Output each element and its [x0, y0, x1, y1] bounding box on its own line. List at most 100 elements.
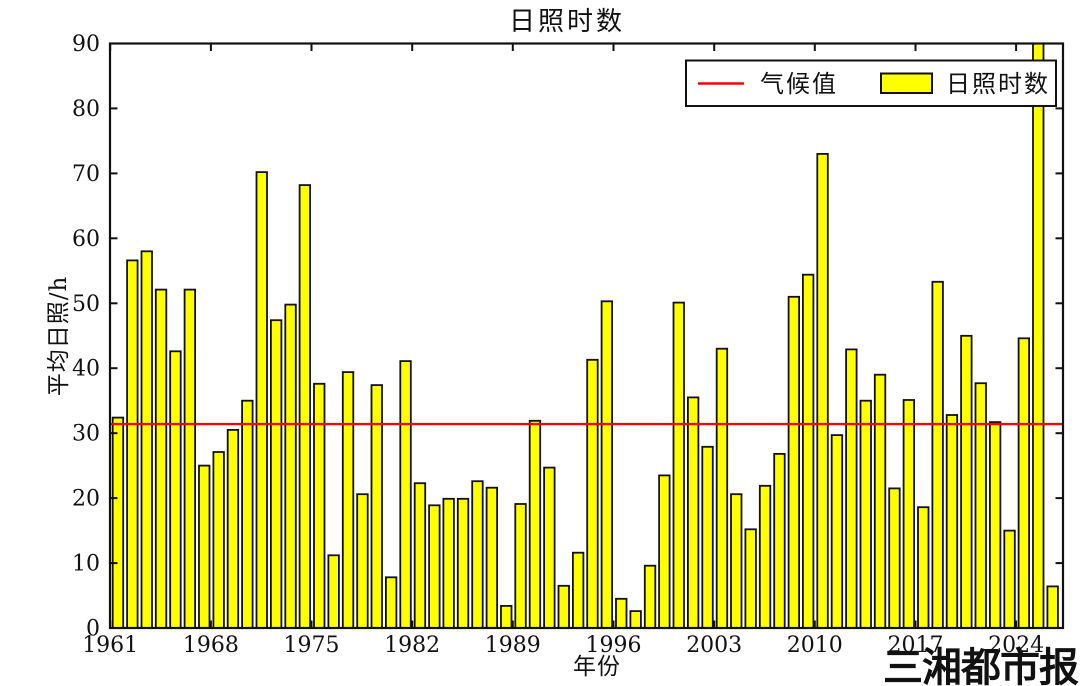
- legend-box: [685, 59, 1057, 107]
- bar-1993: [572, 551, 585, 629]
- y-tick-30: 30: [72, 422, 100, 447]
- bar-2018: [931, 280, 944, 629]
- x-tick-2017: 2017: [888, 633, 944, 658]
- y-tick-60: 60: [72, 227, 100, 252]
- bar-2013: [859, 399, 872, 629]
- bar-1968: [212, 451, 225, 629]
- bar-2010: [816, 152, 829, 629]
- bar-2017: [917, 506, 930, 629]
- x-tick-1975: 1975: [284, 633, 340, 658]
- bar-2006: [758, 484, 772, 629]
- bar-2012: [845, 348, 858, 629]
- y-tick-10: 10: [72, 552, 100, 577]
- plot-border: [108, 42, 1065, 630]
- bar-1967: [198, 464, 211, 629]
- bar-2014: [873, 373, 887, 629]
- bar-1969: [226, 428, 240, 629]
- bar-2001: [687, 396, 700, 629]
- y-tick-90: 90: [72, 32, 100, 57]
- bars-layer: [111, 42, 1059, 629]
- bar-2009: [802, 273, 815, 629]
- y-tick-20: 20: [72, 487, 100, 512]
- watermark-sanxiang-metropolis-daily: 三湘都市报: [883, 645, 1079, 686]
- bar-1966: [183, 288, 197, 629]
- bar-2003: [715, 347, 729, 629]
- x-tick-2003: 2003: [686, 633, 742, 658]
- bar-2016: [902, 399, 915, 629]
- bar-1986: [471, 480, 484, 629]
- x-axis-tick-labels: 1961 1968 1975 1982 1989 1996 2003 2010 2017 2024: [82, 633, 1044, 658]
- bar-2019: [945, 414, 959, 629]
- x-tick-1996: 1996: [586, 633, 642, 658]
- bar-2005: [744, 528, 757, 629]
- y-tick-0: 0: [86, 617, 100, 642]
- bar-1992: [557, 584, 570, 629]
- bar-2021: [974, 382, 987, 629]
- bar-1970: [241, 399, 254, 629]
- y-axis-tick-labels: 0 10 20 30 40 50 60 70 80 90: [72, 32, 100, 642]
- x-tick-2010: 2010: [787, 633, 843, 658]
- bar-1982: [413, 482, 427, 629]
- x-tick-1989: 1989: [485, 633, 541, 658]
- bar-1983: [428, 504, 441, 629]
- bar-1971: [255, 171, 268, 629]
- y-tick-70: 70: [72, 162, 100, 187]
- y-axis-label: 平均日照/h: [46, 276, 72, 397]
- bar-1990: [528, 419, 542, 629]
- bar-1989: [514, 503, 527, 629]
- legend: 气候值 日照时数: [685, 59, 1057, 107]
- y-tick-50: 50: [72, 292, 100, 317]
- legend-series-label: 日照时数: [946, 70, 1050, 98]
- bar-1996: [615, 597, 628, 629]
- bar-2008: [787, 295, 800, 629]
- bar-1984: [442, 497, 455, 629]
- x-tick-1961: 1961: [82, 633, 138, 658]
- bar-1975: [313, 382, 326, 629]
- bar-2000: [672, 301, 685, 629]
- bar-1965: [169, 350, 182, 629]
- bar-2015: [888, 487, 901, 629]
- bar-1981: [399, 360, 412, 629]
- bar-1995: [600, 300, 613, 629]
- bar-2011: [830, 434, 844, 629]
- bar-1961: [111, 416, 125, 629]
- bar-1997: [629, 610, 642, 629]
- bar-1998: [643, 564, 657, 629]
- bar-2024: [1017, 337, 1030, 629]
- bar-1978: [356, 493, 369, 629]
- bar-1962: [126, 259, 139, 629]
- bar-2025: [1032, 42, 1045, 629]
- bar-2023: [1003, 529, 1016, 629]
- bar-1994: [586, 358, 599, 629]
- bar-2022: [989, 421, 1002, 629]
- bar-2020: [960, 334, 973, 629]
- bar-2002: [701, 445, 714, 629]
- x-tick-2024: 2024: [988, 633, 1044, 658]
- legend-bar-swatch: [880, 72, 933, 94]
- y-tick-40: 40: [72, 357, 100, 382]
- bar-1999: [658, 474, 671, 629]
- bar-1974: [298, 184, 312, 629]
- bar-2004: [730, 493, 743, 629]
- bar-2007: [773, 452, 786, 629]
- bar-1977: [341, 371, 355, 629]
- bar-1976: [327, 554, 340, 629]
- bar-1963: [140, 250, 153, 629]
- y-tick-80: 80: [72, 97, 100, 122]
- x-axis-label: 年份: [573, 654, 621, 680]
- x-tick-1982: 1982: [384, 633, 440, 658]
- bar-1987: [485, 486, 499, 629]
- bar-1991: [543, 466, 556, 629]
- bar-2026: [1046, 585, 1059, 629]
- x-tick-1968: 1968: [183, 633, 239, 658]
- bar-1980: [384, 576, 398, 629]
- bar-1973: [284, 303, 297, 629]
- bar-1979: [370, 384, 383, 629]
- bar-1988: [500, 605, 513, 629]
- bar-1964: [154, 288, 168, 629]
- legend-climate-label: 气候值: [760, 70, 838, 98]
- chart-title: 日照时数: [509, 7, 625, 37]
- bar-1985: [456, 497, 470, 629]
